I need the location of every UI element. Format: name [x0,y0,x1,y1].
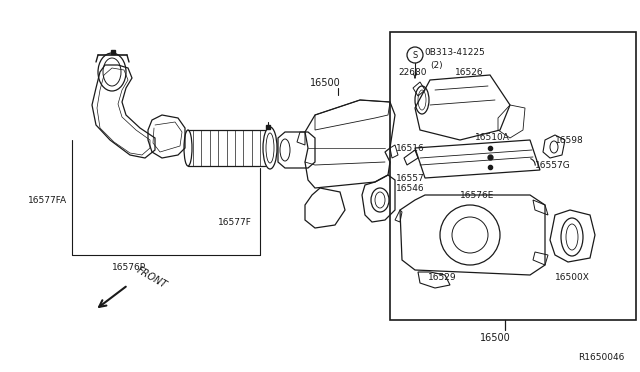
Text: S: S [412,51,418,60]
Text: 16577F: 16577F [218,218,252,227]
Text: 16500: 16500 [480,333,511,343]
Text: 16557: 16557 [396,173,425,183]
Text: 16500: 16500 [310,78,340,88]
Text: 16529: 16529 [428,273,456,282]
Text: 16576P: 16576P [112,263,146,273]
Text: 16576E: 16576E [460,190,494,199]
Text: R1650046: R1650046 [579,353,625,362]
Text: FRONT: FRONT [135,265,169,291]
Text: 16577FA: 16577FA [28,196,67,205]
Text: 22680: 22680 [398,67,426,77]
Text: 16598: 16598 [555,135,584,144]
Text: 16510A: 16510A [475,132,510,141]
Text: 0B313-41225: 0B313-41225 [424,48,484,57]
Text: 16557G: 16557G [535,160,571,170]
Text: 16500X: 16500X [555,273,590,282]
Text: 16526: 16526 [455,67,484,77]
Text: 16516: 16516 [396,144,425,153]
Text: (2): (2) [430,61,443,70]
Text: 16546: 16546 [396,183,424,192]
